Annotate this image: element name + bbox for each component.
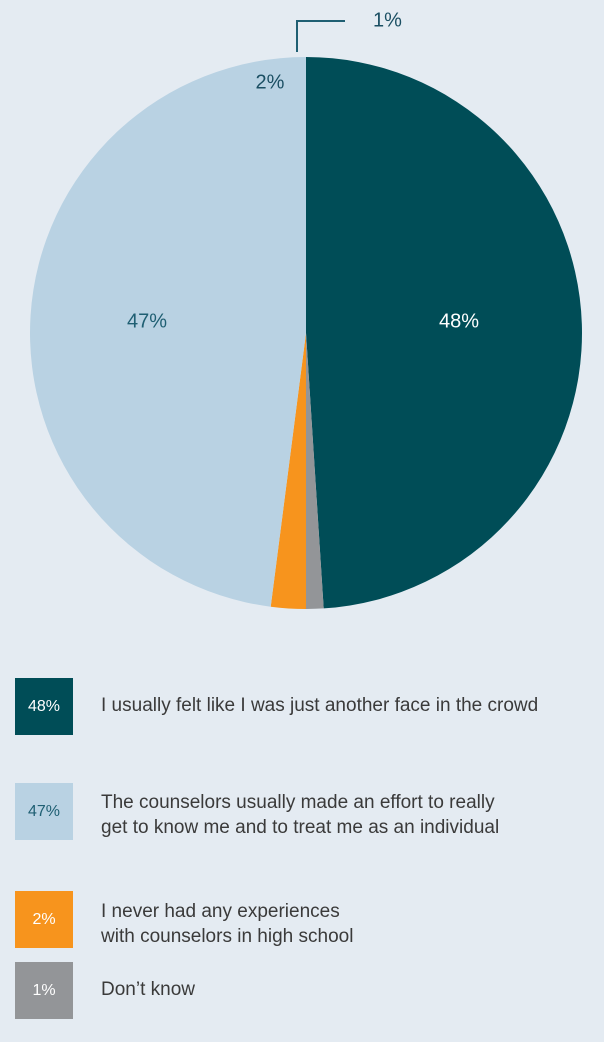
- legend-item-48: 48% I usually felt like I was just anoth…: [15, 678, 604, 735]
- legend-swatch-1: 1%: [15, 962, 73, 1019]
- legend-label-1: Don’t know: [101, 979, 195, 1000]
- pie-label-2: 2%: [256, 71, 285, 93]
- legend-item-47: 47% The counselors usually made an effor…: [15, 783, 604, 840]
- legend-item-2: 2% I never had any experiences with coun…: [15, 891, 604, 948]
- pie-slice-1: [306, 333, 324, 609]
- pie-slice-3: [29, 57, 307, 607]
- pie-slice-2: [270, 333, 306, 609]
- legend-label-47: The counselors usually made an effort to…: [101, 792, 500, 838]
- callout-line: [296, 20, 345, 52]
- legend-item-1: 1% Don’t know: [15, 962, 604, 1019]
- pie-label-3: 47%: [127, 310, 167, 332]
- legend-swatch-2: 2%: [15, 891, 73, 948]
- legend-swatch-48: 48%: [15, 678, 73, 735]
- pie-chart: 48% 47% 2% 1%: [29, 9, 582, 609]
- pie-label-1: 1%: [373, 9, 402, 31]
- pie-slice-0: [306, 57, 582, 609]
- legend-label-48: I usually felt like I was just another f…: [101, 695, 539, 716]
- pie-label-0: 48%: [439, 310, 479, 332]
- legend-swatch-47: 47%: [15, 783, 73, 840]
- legend-label-2: I never had any experiences with counsel…: [101, 901, 354, 947]
